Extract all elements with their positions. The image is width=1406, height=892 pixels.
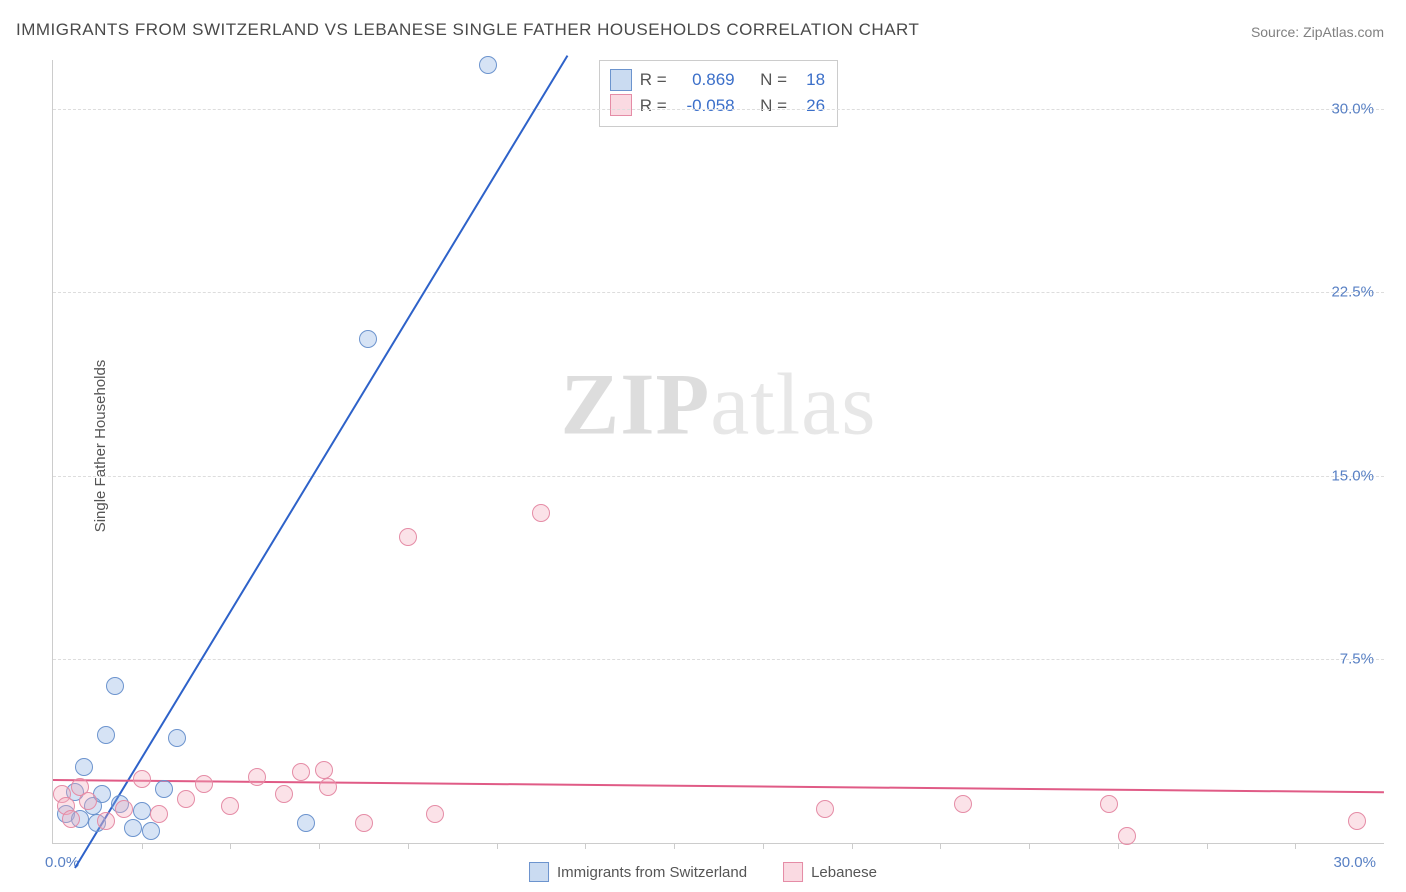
data-point <box>168 729 186 747</box>
x-tick <box>1118 843 1119 849</box>
y-tick-label: 7.5% <box>1340 651 1374 668</box>
correlation-row-1: R = 0.869 N = 18 <box>610 67 825 93</box>
chart-title: IMMIGRANTS FROM SWITZERLAND VS LEBANESE … <box>16 20 919 40</box>
data-point <box>195 775 213 793</box>
x-tick <box>319 843 320 849</box>
x-tick <box>940 843 941 849</box>
data-point <box>124 819 142 837</box>
x-tick-min: 0.0% <box>45 854 79 871</box>
watermark-atlas: atlas <box>710 356 876 453</box>
data-point <box>62 810 80 828</box>
data-point <box>133 802 151 820</box>
x-tick <box>1207 843 1208 849</box>
correlation-box: R = 0.869 N = 18 R = -0.058 N = 26 <box>599 60 838 127</box>
data-point <box>359 330 377 348</box>
data-point <box>954 795 972 813</box>
data-point <box>1348 812 1366 830</box>
data-point <box>155 780 173 798</box>
data-point <box>532 504 550 522</box>
data-point <box>275 785 293 803</box>
data-point <box>75 758 93 776</box>
data-point <box>115 800 133 818</box>
legend: Immigrants from Switzerland Lebanese <box>529 862 877 882</box>
data-point <box>816 800 834 818</box>
x-tick <box>1295 843 1296 849</box>
x-tick <box>585 843 586 849</box>
data-point <box>106 677 124 695</box>
legend-item-2: Lebanese <box>783 862 877 882</box>
watermark-zip: ZIP <box>561 356 711 453</box>
data-point <box>97 726 115 744</box>
data-point <box>221 797 239 815</box>
gridline <box>53 292 1384 293</box>
data-point <box>426 805 444 823</box>
x-tick-max: 30.0% <box>1333 854 1376 871</box>
data-point <box>399 528 417 546</box>
gridline <box>53 476 1384 477</box>
legend-item-1: Immigrants from Switzerland <box>529 862 747 882</box>
legend-label-1: Immigrants from Switzerland <box>557 864 747 881</box>
x-tick <box>497 843 498 849</box>
plot-area: ZIPatlas R = 0.869 N = 18 R = -0.058 N =… <box>52 60 1384 844</box>
r-label-2: R = <box>640 93 667 119</box>
data-point <box>319 778 337 796</box>
x-tick <box>763 843 764 849</box>
y-tick-label: 15.0% <box>1331 467 1374 484</box>
r-value-1: 0.869 <box>675 67 735 93</box>
y-tick-label: 22.5% <box>1331 284 1374 301</box>
series1-swatch <box>610 69 632 91</box>
data-point <box>150 805 168 823</box>
n-label-2: N = <box>760 93 787 119</box>
series2-swatch <box>610 94 632 116</box>
legend-label-2: Lebanese <box>811 864 877 881</box>
legend-swatch-1 <box>529 862 549 882</box>
source-attribution: Source: ZipAtlas.com <box>1251 24 1384 40</box>
n-label-1: N = <box>760 67 787 93</box>
x-tick <box>852 843 853 849</box>
data-point <box>315 761 333 779</box>
r-value-2: -0.058 <box>675 93 735 119</box>
data-point <box>79 792 97 810</box>
data-point <box>297 814 315 832</box>
data-point <box>1118 827 1136 845</box>
data-point <box>177 790 195 808</box>
watermark: ZIPatlas <box>561 354 877 455</box>
data-point <box>355 814 373 832</box>
data-point <box>133 770 151 788</box>
x-tick <box>408 843 409 849</box>
r-label-1: R = <box>640 67 667 93</box>
x-tick <box>230 843 231 849</box>
n-value-1: 18 <box>795 67 825 93</box>
data-point <box>479 56 497 74</box>
data-point <box>142 822 160 840</box>
x-tick <box>1029 843 1030 849</box>
correlation-row-2: R = -0.058 N = 26 <box>610 93 825 119</box>
data-point <box>1100 795 1118 813</box>
x-tick <box>142 843 143 849</box>
x-tick <box>674 843 675 849</box>
trend-line <box>74 56 568 869</box>
data-point <box>248 768 266 786</box>
data-point <box>97 812 115 830</box>
y-tick-label: 30.0% <box>1331 100 1374 117</box>
n-value-2: 26 <box>795 93 825 119</box>
legend-swatch-2 <box>783 862 803 882</box>
chart-container: IMMIGRANTS FROM SWITZERLAND VS LEBANESE … <box>0 0 1406 892</box>
data-point <box>292 763 310 781</box>
gridline <box>53 659 1384 660</box>
gridline <box>53 109 1384 110</box>
